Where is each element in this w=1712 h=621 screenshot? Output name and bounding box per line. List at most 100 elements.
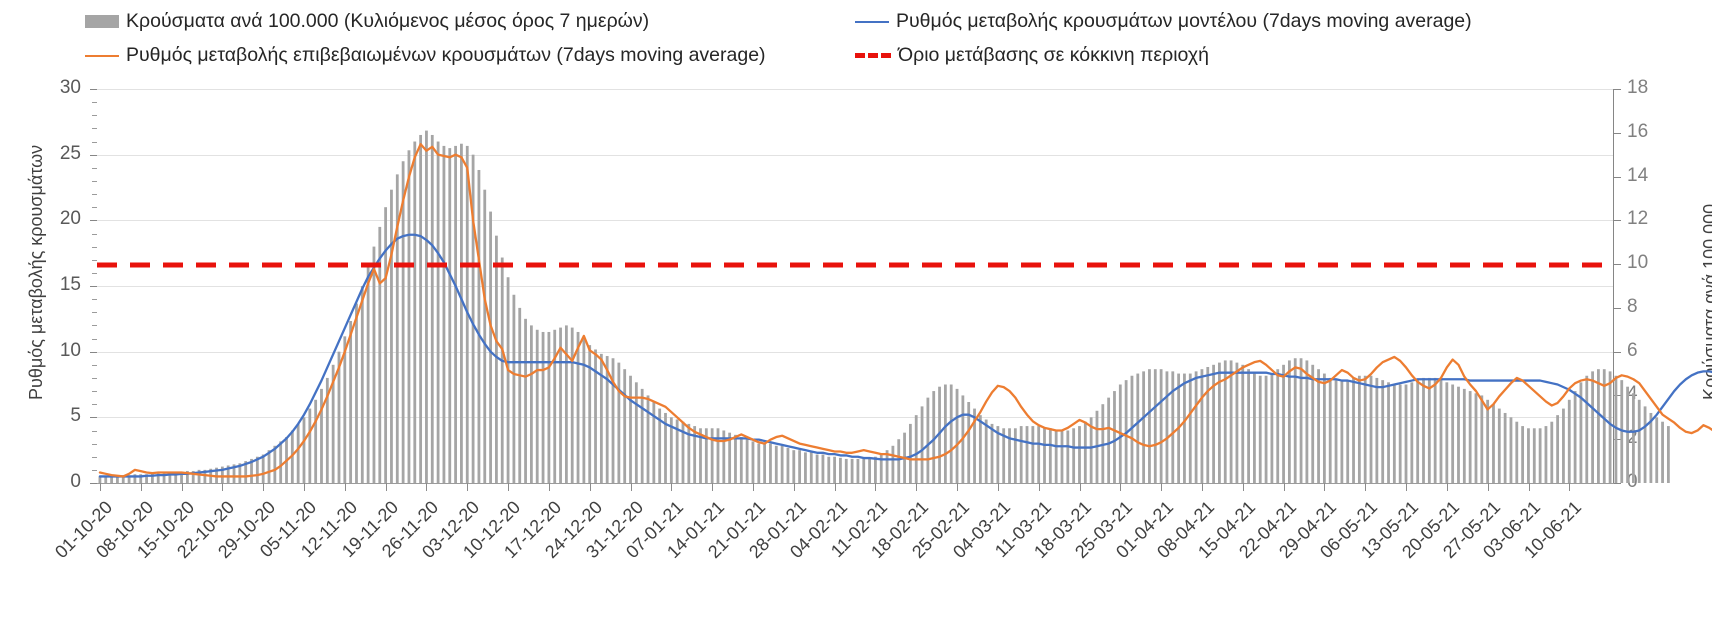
bar: [617, 362, 621, 483]
bar: [518, 307, 522, 483]
bar: [1322, 373, 1326, 483]
bar: [990, 423, 994, 483]
bar: [967, 402, 971, 483]
bar: [1398, 384, 1402, 483]
bar: [401, 161, 405, 483]
bar: [320, 388, 323, 483]
x-axis-tick: [1406, 483, 1407, 491]
x-axis-tick: [1120, 483, 1122, 491]
bar: [355, 303, 358, 483]
x-axis-tick: [222, 483, 224, 491]
right-axis-tick: [1614, 264, 1621, 266]
left-axis-minor-tick: [92, 167, 97, 169]
bar: [1270, 373, 1274, 483]
left-axis-minor-tick: [92, 180, 97, 182]
bar: [436, 141, 440, 483]
left-axis-minor-tick: [92, 391, 97, 393]
bar: [1614, 375, 1618, 483]
left-axis-minor-tick: [92, 325, 97, 327]
bar: [1241, 364, 1245, 483]
bar: [1661, 421, 1664, 483]
right-axis-tick-label: 16: [1627, 120, 1649, 142]
bar: [599, 353, 603, 483]
bar: [1562, 408, 1565, 483]
bar: [553, 329, 557, 483]
bar: [932, 391, 936, 483]
bar: [506, 277, 510, 483]
bar: [570, 327, 574, 483]
bar: [150, 473, 154, 483]
legend-item-confirmed-rate[interactable]: Ρυθμός μεταβολής επιβεβαιωμένων κρουσμάτ…: [85, 44, 766, 67]
bar: [1276, 369, 1280, 483]
bar: [1521, 426, 1525, 483]
bar: [681, 421, 685, 483]
legend-item-model-rate[interactable]: Ρυθμός μεταβολής κρουσμάτων μοντέλου (7d…: [855, 10, 1472, 33]
legend-item-cases-per-100k[interactable]: Κρούσματα ανά 100.000 (Κυλιόμενος μέσος …: [85, 10, 649, 33]
bar: [804, 452, 807, 483]
bar: [1229, 360, 1233, 483]
bar: [226, 465, 230, 483]
x-axis-tick: [875, 483, 877, 491]
bar: [145, 474, 148, 483]
bar: [1666, 426, 1670, 483]
bar: [1410, 382, 1414, 483]
bar: [250, 458, 253, 483]
bar: [1054, 430, 1058, 483]
legend-label-confirmed-rate: Ρυθμός μεταβολής επιβεβαιωμένων κρουσμάτ…: [126, 44, 766, 66]
bar: [1212, 364, 1215, 483]
right-axis-tick-label: 8: [1627, 295, 1638, 317]
line-series-model-rate: [98, 233, 1712, 478]
x-axis-tick: [957, 483, 958, 491]
bar: [185, 470, 189, 483]
bar: [1200, 369, 1204, 483]
right-axis-tick-label: 12: [1627, 208, 1649, 230]
x-axis-tick: [834, 483, 836, 491]
bar: [1573, 391, 1577, 483]
bar: [139, 474, 143, 483]
bar: [1387, 382, 1390, 483]
bar: [255, 456, 259, 483]
bar: [180, 472, 183, 483]
bar: [1544, 426, 1548, 483]
bar: [908, 423, 912, 483]
bar: [897, 439, 901, 483]
bar: [1136, 373, 1140, 483]
bar: [430, 134, 434, 483]
x-axis-tick: [508, 483, 510, 491]
bar: [1083, 421, 1087, 483]
bar: [524, 318, 527, 483]
bar: [611, 358, 615, 483]
right-axis-tick-label: 14: [1627, 164, 1649, 186]
left-axis-minor-tick: [92, 102, 97, 104]
bar: [1416, 380, 1420, 483]
bar: [938, 386, 941, 483]
left-axis-minor-tick: [92, 194, 97, 196]
bar: [372, 246, 376, 483]
bar: [197, 469, 201, 483]
right-axis-tick: [1614, 307, 1621, 309]
line-swatch-blue-icon: [855, 20, 889, 23]
bar: [926, 397, 930, 483]
bar: [780, 445, 784, 483]
bar: [1013, 428, 1017, 483]
bar: [1649, 412, 1653, 483]
bar: [1066, 430, 1070, 483]
bar: [489, 211, 492, 483]
bar: [343, 336, 347, 483]
left-axis-tick-label: 0: [70, 471, 81, 492]
bar: [1235, 362, 1239, 483]
bar: [1299, 358, 1303, 483]
bar: [1503, 412, 1507, 483]
bar: [1532, 428, 1536, 483]
legend-item-red-zone-threshold[interactable]: Όριο μετάβασης σε κόκκινη περιοχή: [855, 44, 1209, 67]
bar: [1451, 384, 1455, 483]
bar: [425, 130, 428, 483]
left-axis-minor-tick: [92, 456, 97, 458]
bar: [576, 331, 580, 483]
bar: [833, 456, 836, 483]
bar: [815, 454, 819, 483]
bar: [1497, 408, 1501, 483]
bar: [1585, 375, 1589, 483]
bottom-axis-line: [97, 483, 1614, 484]
gridline: [97, 89, 1613, 90]
